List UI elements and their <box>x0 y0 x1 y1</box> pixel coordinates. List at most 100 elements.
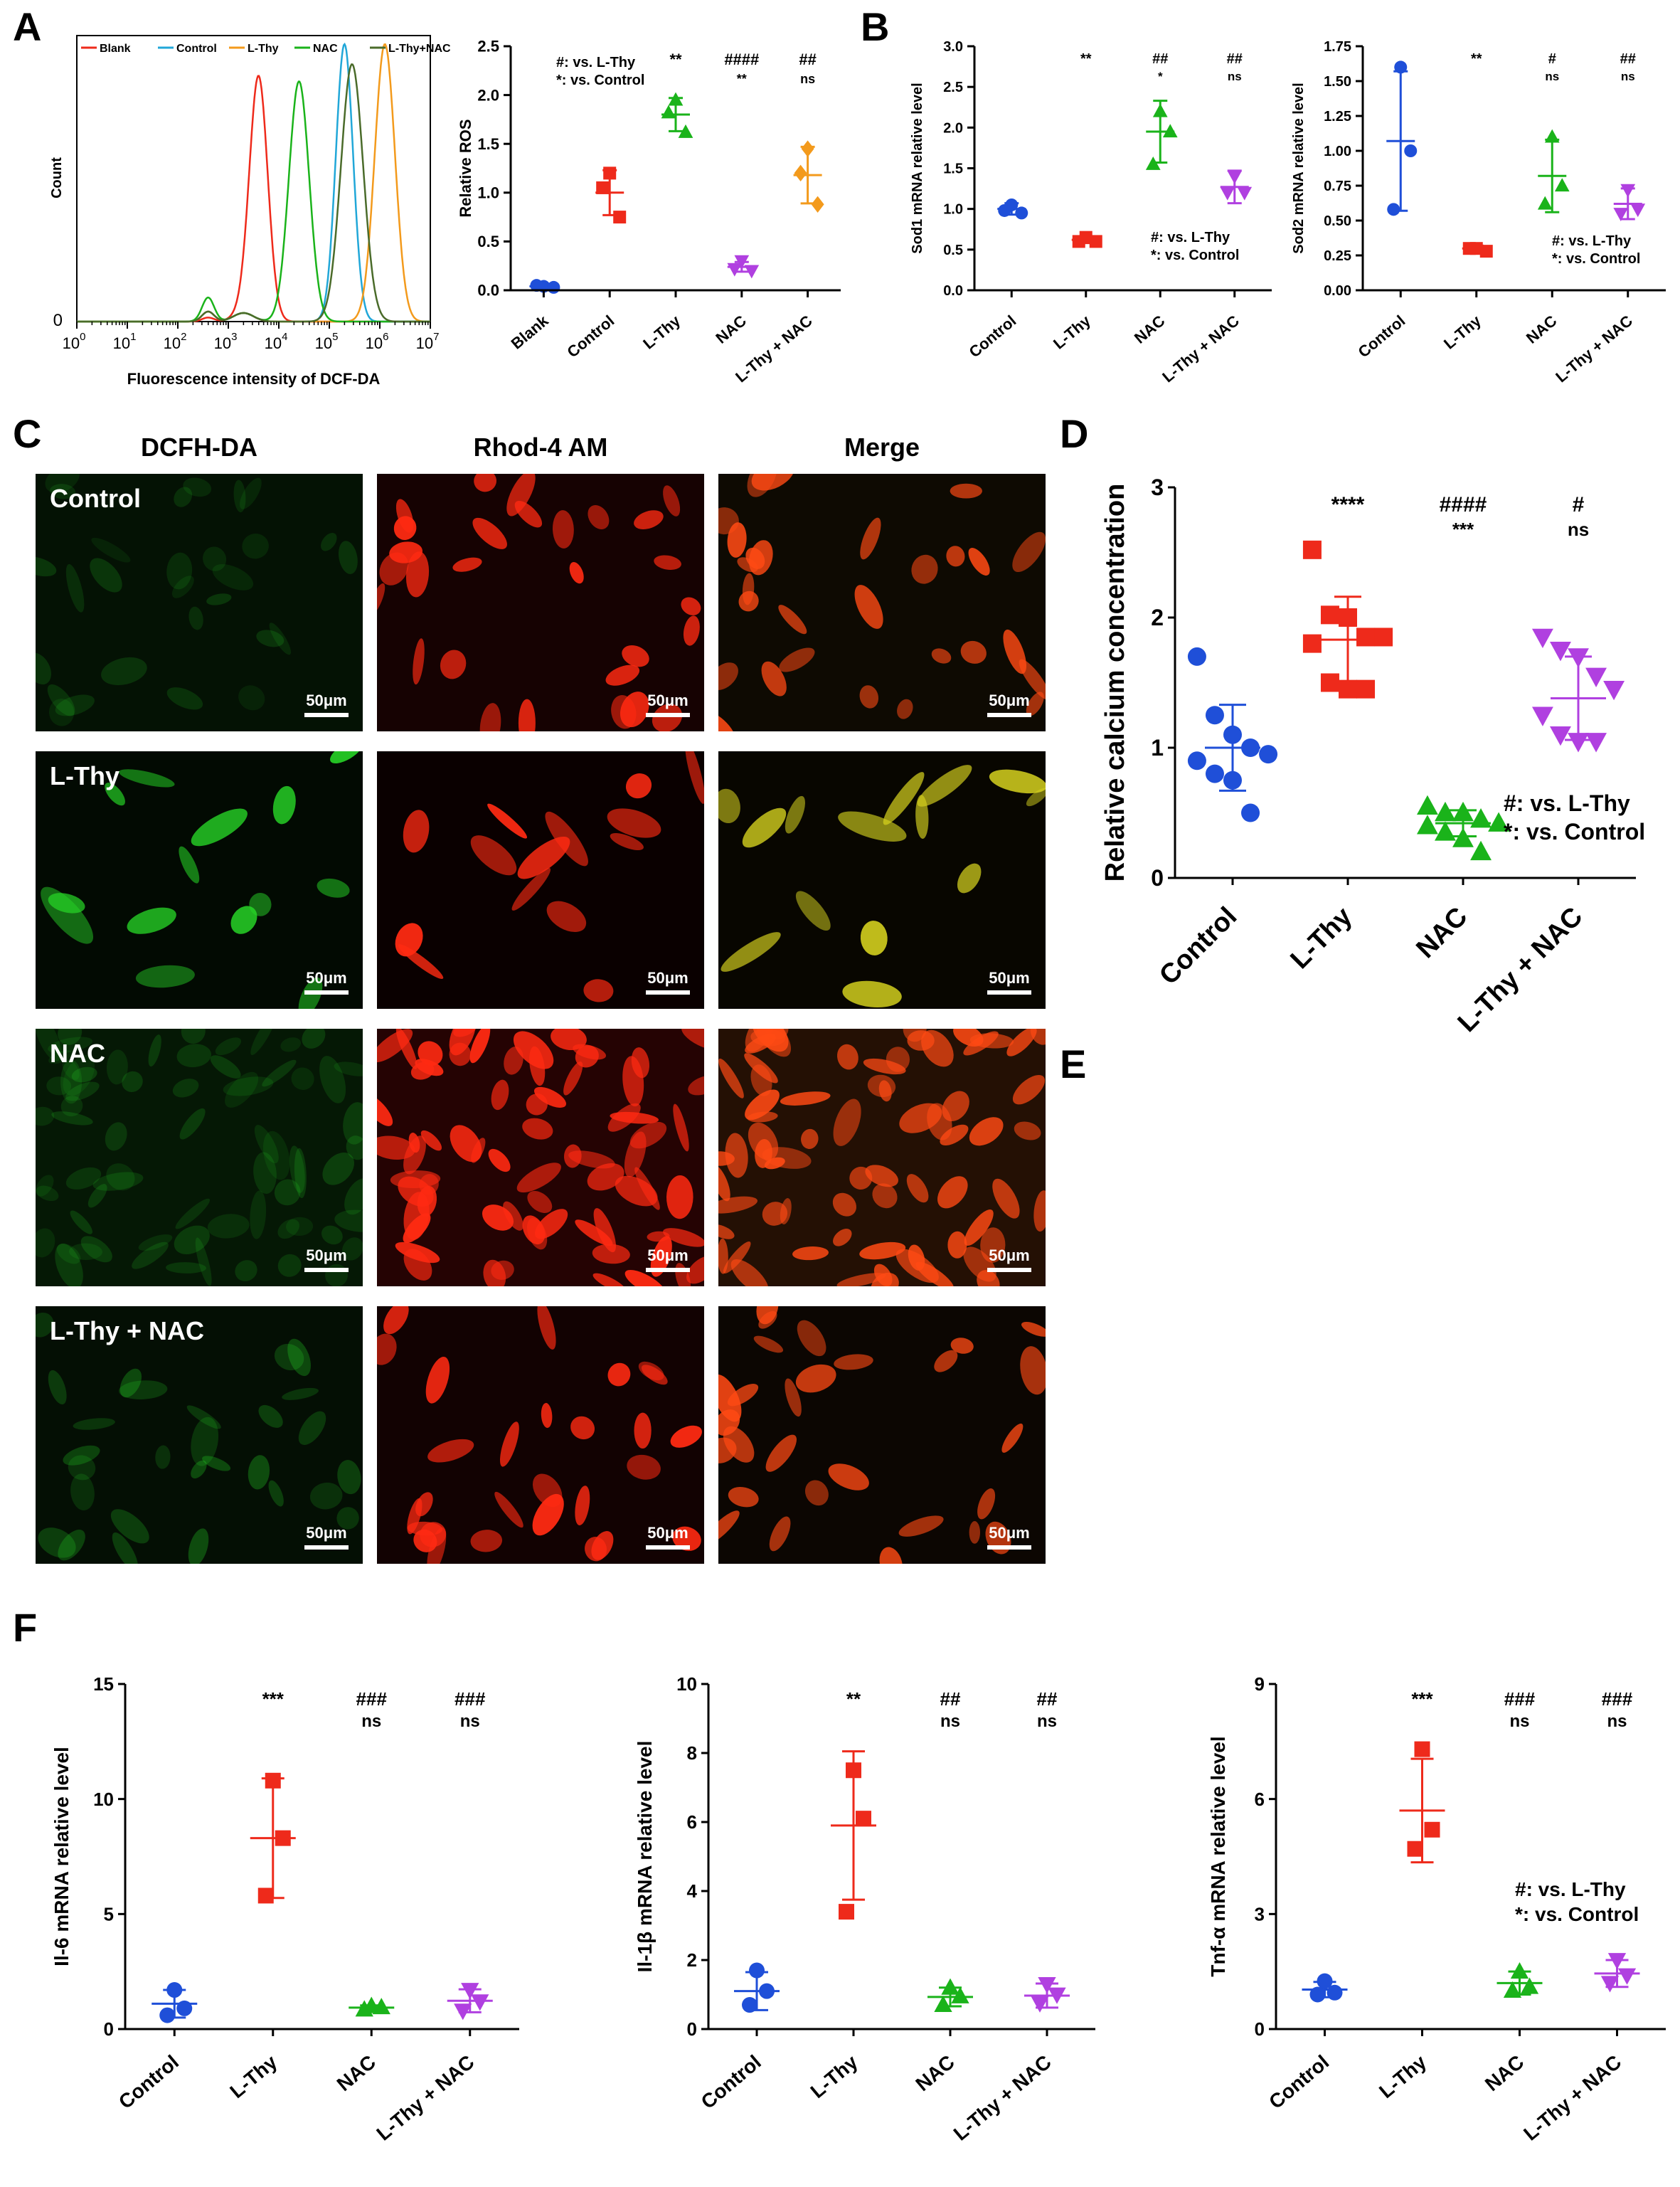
cell <box>377 1135 415 1160</box>
group-nac: ####*** <box>1416 493 1510 861</box>
x-category-label: L-Thy <box>1375 2050 1431 2102</box>
cell <box>41 886 94 944</box>
cell <box>545 811 588 867</box>
scale-bar-label: 50μm <box>306 1524 347 1542</box>
cell <box>937 1176 968 1209</box>
x-category-label: NAC <box>712 312 750 347</box>
cell <box>377 583 386 615</box>
cell <box>607 1103 641 1132</box>
scale-bar: 50μm <box>304 692 349 717</box>
data-point <box>454 2003 472 2021</box>
cell <box>915 1261 954 1286</box>
cell <box>377 1093 393 1126</box>
y-tick-label: 15 <box>93 1673 114 1695</box>
row-label-l-thy-nac: L-Thy + NAC <box>50 1316 205 1345</box>
cell <box>427 1439 474 1463</box>
cell <box>652 704 683 731</box>
cell <box>210 1055 241 1079</box>
cell <box>721 932 781 972</box>
cell <box>36 1185 59 1202</box>
cell <box>785 795 805 834</box>
cell <box>832 1192 856 1217</box>
scale-bar-line <box>987 713 1031 717</box>
cell <box>395 923 423 957</box>
cell <box>792 1246 829 1261</box>
group-control <box>734 1962 780 2013</box>
cell <box>482 1204 514 1231</box>
cell <box>897 699 913 719</box>
cell <box>780 1091 831 1106</box>
cell <box>836 1273 886 1286</box>
data-point <box>1479 245 1493 258</box>
scale-bar-line <box>987 990 1031 995</box>
y-tick-label: 1.5 <box>477 135 499 153</box>
cell-image <box>36 1312 361 1564</box>
significance-label: ns <box>1037 1712 1057 1731</box>
cell <box>491 1260 514 1280</box>
x-tick-label: 106 <box>366 331 389 352</box>
y-tick-label: 1.50 <box>1324 74 1351 90</box>
cell <box>405 551 430 598</box>
cell <box>552 510 574 549</box>
cell <box>673 1103 689 1152</box>
cell <box>1019 659 1046 700</box>
cell <box>899 1103 942 1133</box>
column-header-rhod-4-am: Rhod-4 AM <box>473 433 608 462</box>
scale-bar: 50μm <box>646 1246 690 1272</box>
y-tick-label: 0 <box>1151 865 1164 891</box>
cell <box>321 532 337 551</box>
data-point <box>1302 634 1322 653</box>
cell <box>470 835 517 876</box>
data-point <box>1223 771 1242 790</box>
cell <box>51 1111 93 1126</box>
cell <box>833 1229 852 1246</box>
cell <box>112 1532 138 1564</box>
scale-bar-label: 50μm <box>306 692 347 709</box>
scale-bar-line <box>646 713 690 717</box>
cell <box>1033 1190 1046 1232</box>
data-point <box>1356 627 1376 647</box>
note-vs-l-thy: #: vs. L-Thy <box>1515 1878 1626 1900</box>
significance-label: ### <box>1602 1688 1633 1710</box>
cell <box>48 699 75 726</box>
cell <box>718 1375 742 1422</box>
cell <box>346 1135 363 1160</box>
data-point <box>839 1904 854 1920</box>
data-point <box>372 1998 390 2015</box>
data-point <box>1302 540 1322 559</box>
cell <box>70 1473 95 1510</box>
significance-label: # <box>1573 493 1585 517</box>
cell <box>718 1151 735 1166</box>
cell <box>294 1148 307 1199</box>
cell <box>607 1362 631 1387</box>
cell <box>470 1530 503 1552</box>
data-point <box>1394 60 1408 74</box>
micrograph-l-thy-nac-rhod-4-am: 50μm <box>377 1306 704 1564</box>
cell <box>947 1231 967 1259</box>
cell <box>46 1076 72 1096</box>
cell <box>186 1405 221 1429</box>
cell <box>101 657 147 686</box>
cell <box>174 487 193 507</box>
cell <box>681 597 701 615</box>
scale-bar-label: 50μm <box>989 969 1030 987</box>
x-category-label: L-Thy + NAC <box>372 2050 478 2144</box>
scale-bar-line <box>987 1268 1031 1272</box>
x-category-label: L-Thy + NAC <box>950 2050 1056 2144</box>
cell <box>718 1224 735 1239</box>
x-category-label: L-Thy <box>1440 312 1485 353</box>
cell <box>488 1148 511 1172</box>
x-category-label: Control <box>1265 2050 1333 2113</box>
note-vs-control: *: vs. Control <box>1504 819 1645 844</box>
data-point <box>678 124 693 138</box>
cell <box>69 1243 102 1261</box>
cell <box>254 1125 279 1164</box>
cell <box>747 1111 778 1123</box>
cell <box>309 1482 343 1510</box>
cell <box>179 1108 206 1140</box>
group-l-thy-nac: ## ns <box>793 51 824 213</box>
cell <box>503 1201 523 1231</box>
x-category-label: Control <box>563 312 617 361</box>
group-l-thy: *** <box>250 1688 296 1904</box>
